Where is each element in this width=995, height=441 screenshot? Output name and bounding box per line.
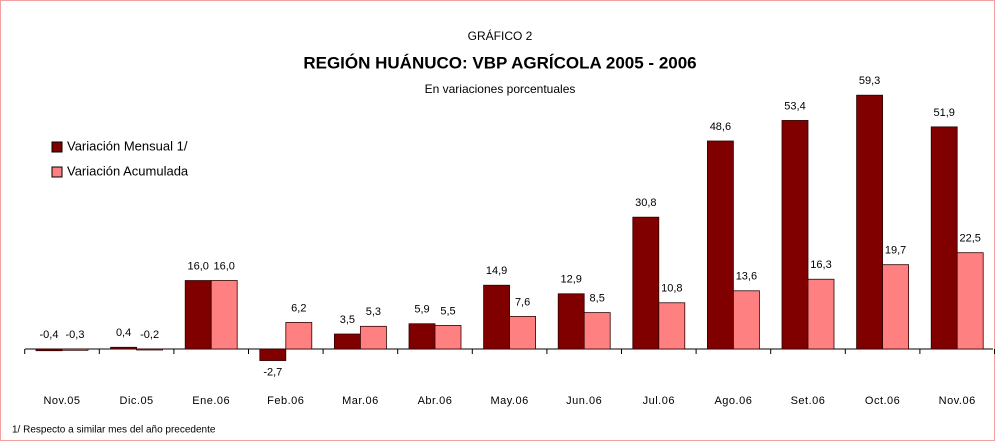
data-label: 59,3 xyxy=(859,75,880,87)
data-label: 3,5 xyxy=(340,314,355,326)
data-label: 30,8 xyxy=(635,197,656,209)
data-label: 6,2 xyxy=(291,302,306,314)
bar xyxy=(956,252,984,350)
legend-swatch xyxy=(51,166,63,178)
bar xyxy=(136,348,164,351)
data-label: -2,7 xyxy=(263,366,282,378)
data-label: 53,4 xyxy=(784,100,805,112)
bar xyxy=(434,325,462,350)
data-label: 12,9 xyxy=(560,274,581,286)
data-label: 14,9 xyxy=(486,265,507,277)
data-label: 5,5 xyxy=(440,305,455,317)
data-label: 5,9 xyxy=(414,304,429,316)
bar xyxy=(61,348,89,351)
x-tick-label: Abr.06 xyxy=(418,395,453,407)
x-tick-label: Feb.06 xyxy=(267,395,304,407)
x-tick-label: Ene.06 xyxy=(192,395,230,407)
bar xyxy=(509,316,537,350)
data-label: 16,0 xyxy=(213,260,234,272)
data-label: 10,8 xyxy=(661,283,682,295)
x-tick-label: Ago.06 xyxy=(714,395,752,407)
data-label: 51,9 xyxy=(933,107,954,119)
data-label: -0,3 xyxy=(66,329,85,341)
bar xyxy=(483,284,511,350)
x-tick-label: Mar.06 xyxy=(342,395,379,407)
data-label: 19,7 xyxy=(885,245,906,257)
x-tick-label: Nov.05 xyxy=(43,395,80,407)
bar xyxy=(408,323,436,350)
bar xyxy=(333,333,361,350)
bar xyxy=(557,293,585,350)
legend-swatch xyxy=(51,141,63,153)
bar xyxy=(930,126,958,350)
bar xyxy=(807,278,835,350)
bar xyxy=(781,120,809,350)
chart-label: GRÁFICO 2 xyxy=(468,28,533,43)
bar xyxy=(285,322,313,350)
data-label: 5,3 xyxy=(366,306,381,318)
data-label: -0,4 xyxy=(40,329,59,341)
bar xyxy=(110,346,137,350)
x-tick-label: May.06 xyxy=(490,395,528,407)
bar xyxy=(583,312,611,350)
data-label: 7,6 xyxy=(515,296,530,308)
data-label: 8,5 xyxy=(590,293,605,305)
chart-title: REGIÓN HUÁNUCO: VBP AGRÍCOLA 2005 - 2006 xyxy=(303,53,696,72)
bar xyxy=(882,264,909,350)
data-label: 16,0 xyxy=(187,260,208,272)
x-tick-label: Jul.06 xyxy=(643,395,675,407)
bar xyxy=(856,94,883,350)
x-tick-label: Dic.05 xyxy=(120,395,154,407)
data-label: 48,6 xyxy=(710,121,731,133)
bar xyxy=(707,140,734,350)
bar xyxy=(658,302,686,350)
bar xyxy=(35,348,63,352)
bar xyxy=(733,290,760,350)
bar xyxy=(210,280,238,350)
data-label: 16,3 xyxy=(810,259,831,271)
footnote: 1/ Respecto a similar mes del año preced… xyxy=(12,425,216,436)
x-tick-label: Oct.06 xyxy=(865,395,900,407)
data-label: 22,5 xyxy=(959,233,980,245)
bar xyxy=(259,348,287,361)
legend-label: Variación Acumulada xyxy=(67,163,189,178)
bar xyxy=(359,325,387,350)
data-label: 13,6 xyxy=(736,271,757,283)
data-label: 0,4 xyxy=(116,327,131,339)
x-tick-label: Set.06 xyxy=(791,395,826,407)
data-label: -0,2 xyxy=(140,329,159,341)
bar xyxy=(632,216,660,350)
x-tick-label: Jun.06 xyxy=(566,395,602,407)
bar xyxy=(184,280,212,350)
x-tick-label: Nov.06 xyxy=(939,395,976,407)
chart-subtitle: En variaciones porcentuales xyxy=(425,82,576,96)
legend-label: Variación Mensual 1/ xyxy=(67,138,188,153)
